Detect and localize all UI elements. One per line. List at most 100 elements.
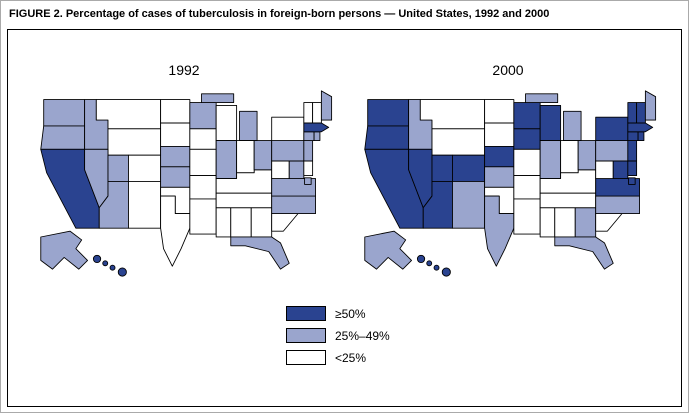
state-nj-1992 <box>303 140 314 162</box>
state-nh-1992 <box>312 102 322 124</box>
state-il-2000 <box>539 140 562 179</box>
state-md-2000 <box>612 160 629 179</box>
state-wa-1992 <box>43 99 86 127</box>
state-dc-2000 <box>628 177 636 185</box>
state-ia-1992 <box>189 128 217 150</box>
state-wy-2000 <box>431 128 486 156</box>
state-sc-1992 <box>271 213 299 232</box>
legend-swatch-high <box>286 306 326 321</box>
legend-label-low: <25% <box>335 350 367 365</box>
map-year-label-1992: 1992 <box>168 62 200 78</box>
figure-title: FIGURE 2. Percentage of cases of tubercu… <box>9 8 550 20</box>
state-tx-2000 <box>484 195 515 267</box>
state-wy-1992 <box>107 128 162 156</box>
legend-item-low: <25% <box>286 350 390 365</box>
state-nd-2000 <box>484 99 515 124</box>
state-in-1992 <box>236 140 255 174</box>
state-tx-1992 <box>160 195 191 267</box>
state-vt-2000 <box>627 102 638 124</box>
state-oh-1992 <box>253 140 273 171</box>
state-ak-2000 <box>364 230 412 270</box>
state-me-1992 <box>320 90 333 121</box>
state-tn-1992 <box>215 192 273 209</box>
state-wi-1992 <box>215 105 238 141</box>
state-fl-2000 <box>554 236 614 270</box>
state-pa-1992 <box>271 140 305 162</box>
legend: ≥50% 25%–49% <25% <box>286 306 390 372</box>
state-co-1992 <box>128 154 162 182</box>
state-ms-2000 <box>539 207 556 238</box>
state-hi-1992 <box>92 254 127 277</box>
state-ak-1992 <box>40 230 88 270</box>
state-la-1992 <box>189 198 217 235</box>
state-mn-2000 <box>513 102 541 130</box>
state-al-2000 <box>554 207 576 238</box>
state-il-1992 <box>215 140 238 179</box>
state-ga-1992 <box>250 207 273 238</box>
state-sd-1992 <box>160 122 191 147</box>
state-nc-1992 <box>271 195 316 215</box>
state-ri-1992 <box>313 131 321 141</box>
state-fl-1992 <box>230 236 290 270</box>
state-or-2000 <box>364 125 410 150</box>
state-ks-2000 <box>484 166 515 188</box>
state-ia-2000 <box>513 128 541 150</box>
state-de-1992 <box>303 160 314 177</box>
state-co-2000 <box>452 154 486 182</box>
state-mo-2000 <box>513 148 541 177</box>
state-ny-2000 <box>595 116 629 141</box>
state-nm-1992 <box>128 181 162 229</box>
state-vt-1992 <box>303 102 314 124</box>
state-wi-2000 <box>539 105 562 141</box>
state-nd-1992 <box>160 99 191 124</box>
state-me-2000 <box>644 90 657 121</box>
state-ne-2000 <box>484 145 515 168</box>
state-al-1992 <box>230 207 252 238</box>
state-mn-1992 <box>189 102 217 130</box>
map-block-1992: 1992 <box>32 62 336 281</box>
state-wv-2000 <box>595 160 614 179</box>
legend-label-high: ≥50% <box>335 306 366 321</box>
state-or-1992 <box>40 125 86 150</box>
state-ga-2000 <box>574 207 597 238</box>
state-ut-1992 <box>107 154 129 182</box>
state-la-2000 <box>513 198 541 235</box>
state-mo-1992 <box>189 148 217 177</box>
state-dc-1992 <box>304 177 312 185</box>
state-ri-2000 <box>637 131 645 141</box>
state-wa-2000 <box>367 99 410 127</box>
map-block-2000: 2000 <box>356 62 660 281</box>
state-nj-2000 <box>627 140 638 162</box>
state-ks-1992 <box>160 166 191 188</box>
state-ms-1992 <box>215 207 232 238</box>
legend-swatch-low <box>286 350 326 365</box>
map-year-label-2000: 2000 <box>492 62 524 78</box>
state-ny-1992 <box>271 116 305 141</box>
state-hi-2000 <box>416 254 451 277</box>
figure-panel: 1992 2000 ≥50% 25%–49% <25% <box>7 29 682 407</box>
state-ct-2000 <box>627 131 639 141</box>
state-sc-2000 <box>595 213 623 232</box>
state-tn-2000 <box>539 192 597 209</box>
state-ct-1992 <box>303 131 315 141</box>
legend-swatch-medium <box>286 328 326 343</box>
state-pa-2000 <box>595 140 629 162</box>
state-wv-1992 <box>271 160 290 179</box>
state-md-1992 <box>288 160 305 179</box>
state-ma-2000 <box>627 122 654 133</box>
state-ma-1992 <box>303 122 330 133</box>
legend-label-medium: 25%–49% <box>335 328 390 343</box>
state-ut-2000 <box>431 154 453 182</box>
state-ne-1992 <box>160 145 191 168</box>
state-de-2000 <box>627 160 638 177</box>
legend-item-high: ≥50% <box>286 306 390 321</box>
state-nc-2000 <box>595 195 640 215</box>
state-sd-2000 <box>484 122 515 147</box>
state-in-2000 <box>560 140 579 174</box>
us-choropleth-map-2000 <box>364 90 657 277</box>
state-oh-2000 <box>577 140 597 171</box>
state-nh-2000 <box>636 102 646 124</box>
state-nm-2000 <box>452 181 486 229</box>
legend-item-medium: 25%–49% <box>286 328 390 343</box>
